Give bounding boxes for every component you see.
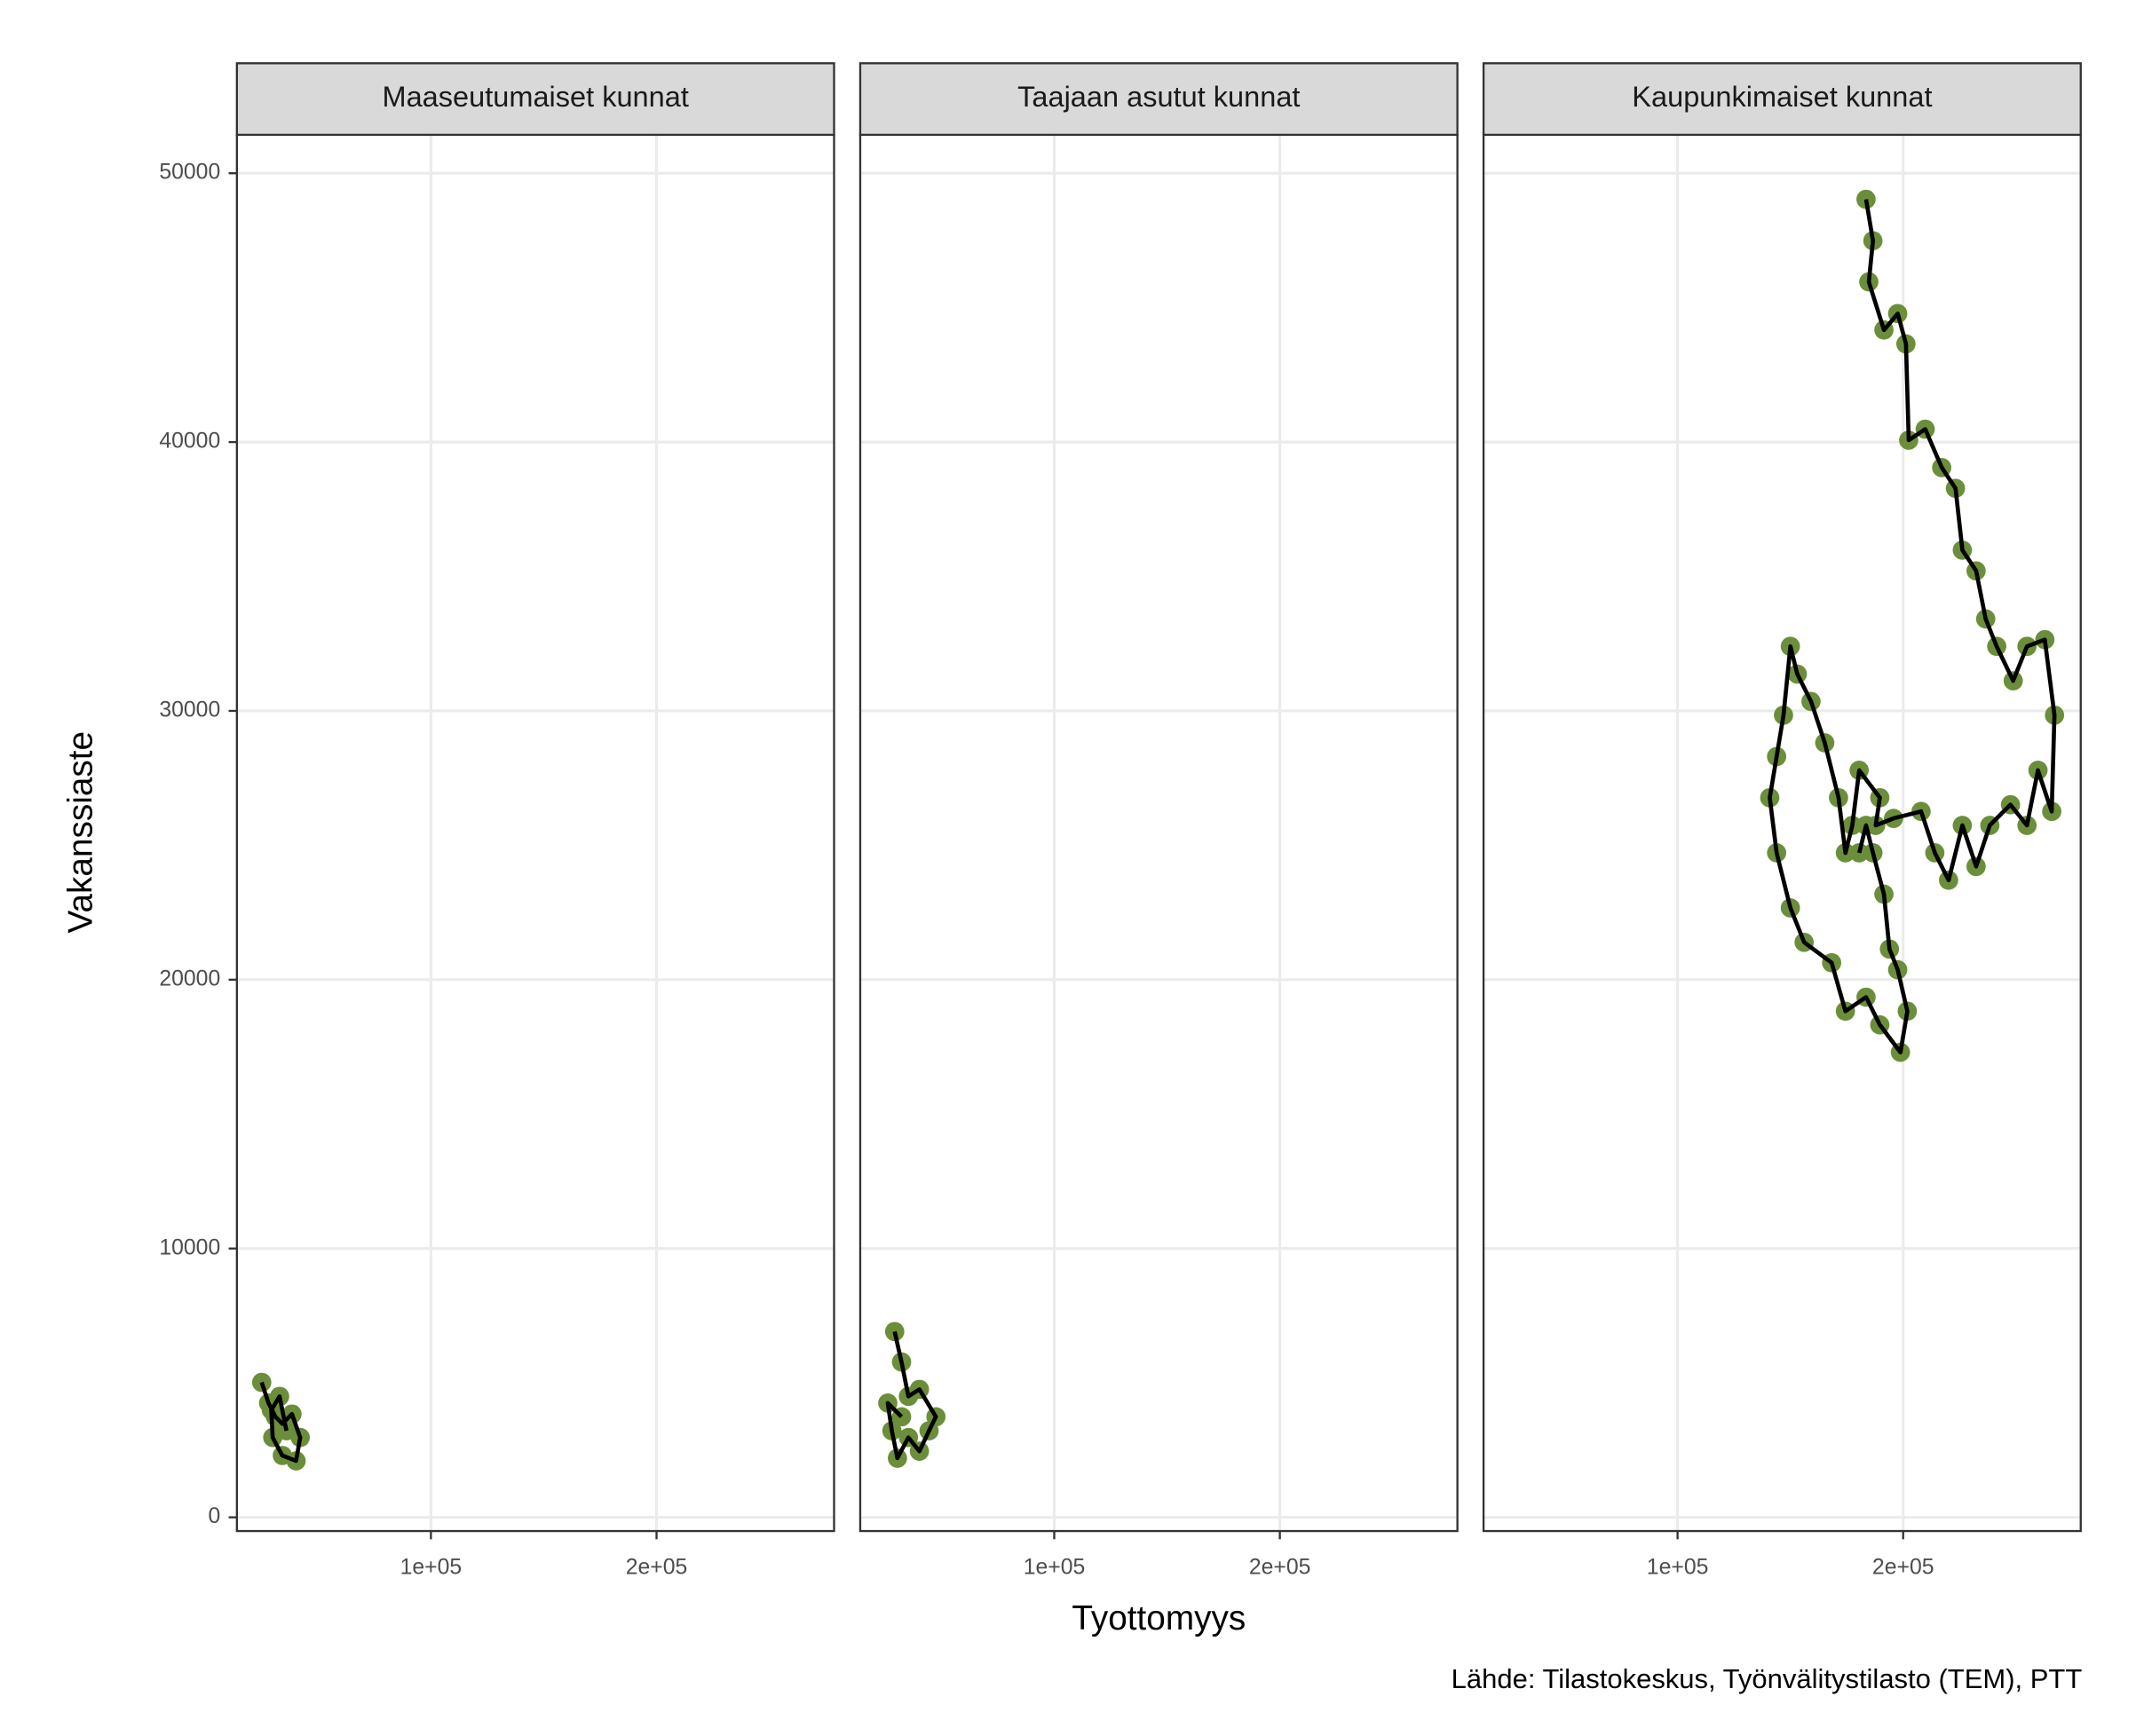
panel-background <box>859 134 1458 1532</box>
y-tick-label: 20000 <box>159 967 220 990</box>
strip <box>1482 62 2082 137</box>
x-axis-title: Tyottomyys <box>1072 1599 1246 1637</box>
path-line <box>885 1330 938 1461</box>
x-tick-label: 2e+05 <box>1249 1555 1311 1579</box>
x-tick-label: 1e+05 <box>1647 1555 1709 1579</box>
y-tick-label: 40000 <box>159 430 220 454</box>
y-axis-title: Vakanssiaste <box>61 731 99 934</box>
x-tick-label: 2e+05 <box>626 1555 688 1579</box>
y-tick-label: 30000 <box>159 698 220 722</box>
strip-label: Taajaan asutut kunnat <box>1017 81 1300 113</box>
caption: Lähde: Tilastokeskus, Työnvälitystilasto… <box>1452 1663 2083 1694</box>
y-tick-label: 10000 <box>159 1235 220 1259</box>
strip <box>858 62 1459 137</box>
x-tick-label: 1e+05 <box>1024 1555 1086 1579</box>
x-tick-label: 2e+05 <box>1872 1555 1934 1579</box>
strip-label: Maaseutumaiset kunnat <box>382 81 688 113</box>
x-tick-label: 1e+05 <box>400 1555 463 1579</box>
point <box>276 1421 297 1440</box>
path-line <box>259 1381 303 1464</box>
y-tick-label: 0 <box>208 1504 220 1528</box>
strip <box>235 62 835 137</box>
panel-background <box>1483 134 2081 1532</box>
panel-background <box>236 134 835 1532</box>
path-line <box>1768 199 2057 1055</box>
strip-label: Kaupunkimaiset kunnat <box>1632 81 1932 113</box>
point <box>1856 189 1876 209</box>
y-tick-label: 50000 <box>159 161 220 185</box>
